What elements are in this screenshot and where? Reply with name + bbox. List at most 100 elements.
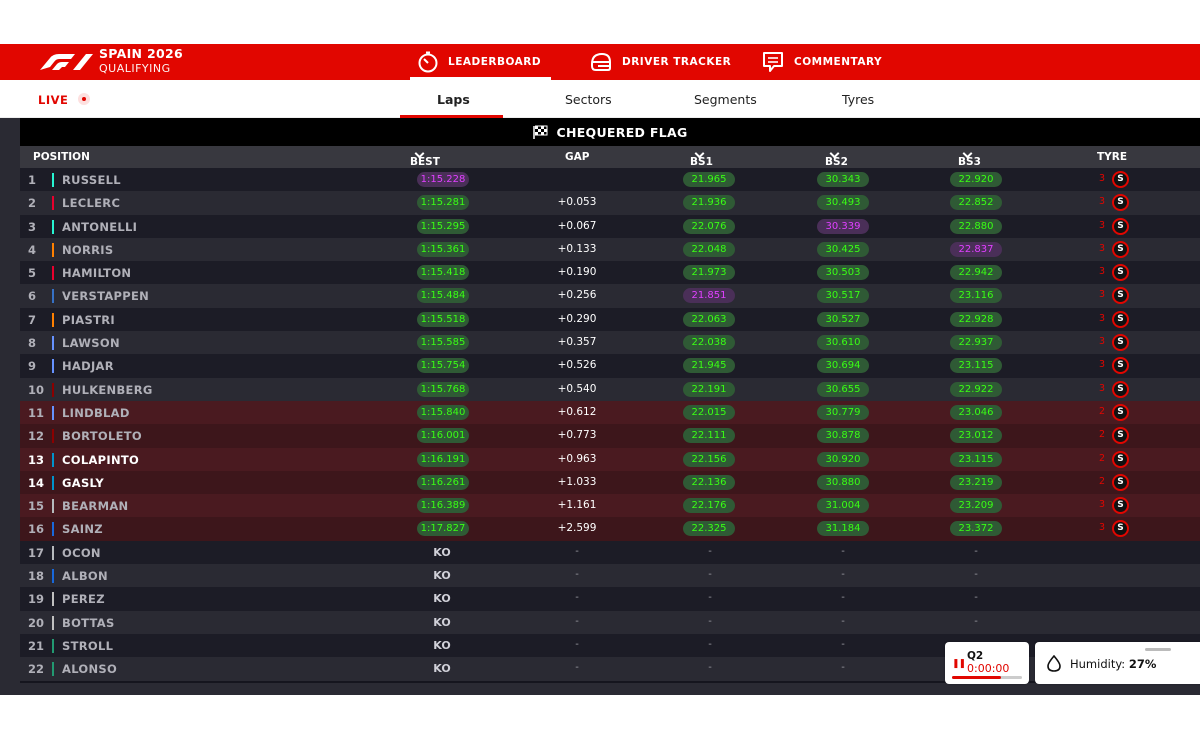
- column-header: POSITION BEST LAP GAP BS1 BS2 BS3 TYRE: [20, 146, 1200, 180]
- team-color-bar: [52, 522, 54, 537]
- bs2-value: -: [841, 662, 845, 674]
- col-bs1[interactable]: BS1: [690, 148, 713, 168]
- bs1-value: -: [708, 615, 712, 627]
- bs1-value: 21.945: [683, 358, 735, 374]
- best-lap-value: 1:16.191: [417, 451, 469, 467]
- table-row[interactable]: 15 BEARMAN 1:16.389 +1.161 22.176 31.004 23.20…: [20, 494, 1200, 518]
- bs3-value: 22.852: [950, 195, 1002, 211]
- tab-driver-tracker[interactable]: DRIVER TRACKER: [590, 44, 731, 80]
- table-row[interactable]: 16 SAINZ 1:17.827 +2.599 22.325 31.184 23.372 3…: [20, 517, 1200, 541]
- soft-tyre-icon: S: [1112, 497, 1129, 515]
- position-number: 13: [28, 452, 45, 467]
- table-row[interactable]: 8 LAWSON 1:15.585 +0.357 22.038 30.610 22.937 3…: [20, 331, 1200, 355]
- position-number: 17: [28, 545, 45, 560]
- table-row[interactable]: 14 GASLY 1:16.261 +1.033 22.136 30.880 23.219 2…: [20, 470, 1200, 495]
- table-row[interactable]: 10 HULKENBERG 1:15.768 +0.540 22.191 30.655 22…: [20, 377, 1200, 401]
- bs2-value: 31.004: [817, 498, 869, 514]
- helmet-icon: [591, 52, 611, 71]
- pause-icon[interactable]: ❚❚: [952, 659, 966, 669]
- best-lap-value: 1:15.585: [417, 335, 469, 351]
- gap-value: +0.357: [557, 336, 597, 349]
- table-row[interactable]: 4 NORRIS 1:15.361 +0.133 22.048 30.425 22.837 3…: [20, 237, 1200, 262]
- f1-logo[interactable]: [38, 53, 94, 71]
- table-row[interactable]: 11 LINDBLAD 1:15.840 +0.612 22.015 30.779 23.0…: [20, 400, 1200, 425]
- driver-name: HAMILTON: [62, 266, 132, 281]
- best-lap-value: 1:15.518: [417, 311, 469, 327]
- table-row[interactable]: 6 VERSTAPPEN 1:15.484 +0.256 21.851 30.517 23.…: [20, 284, 1200, 308]
- active-tab-underline: [400, 115, 503, 118]
- tab-segments[interactable]: Segments: [694, 92, 757, 107]
- position-number: 21: [28, 638, 45, 653]
- driver-name: STROLL: [62, 638, 114, 653]
- bs2-value: 30.610: [817, 335, 869, 351]
- table-row[interactable]: 12 BORTOLETO 1:16.001 +0.773 22.111 30.878 23.…: [20, 424, 1200, 448]
- table-row[interactable]: 2 LECLERC 1:15.281 +0.053 21.936 30.493 22.852…: [20, 191, 1200, 215]
- tab-sectors[interactable]: Sectors: [565, 92, 612, 107]
- table-row[interactable]: 7 PIASTRI 1:15.518 +0.290 22.063 30.527 22.928…: [20, 307, 1200, 332]
- bs2-value: 30.779: [817, 404, 869, 420]
- table-row[interactable]: 1 RUSSELL 1:15.228 21.965 30.343 22.920 3 S: [20, 168, 1200, 192]
- tyre-laps: 3: [1099, 219, 1106, 231]
- table-row[interactable]: 17 OCON KO - - - -: [20, 540, 1200, 565]
- bs3-value: 22.937: [950, 335, 1002, 351]
- bs2-value: 30.655: [817, 381, 869, 397]
- team-color-bar: [52, 429, 54, 444]
- live-indicator: LIVE: [38, 93, 69, 107]
- col-bs1-label: BS1: [690, 156, 713, 168]
- table-row[interactable]: 13 COLAPINTO 1:16.191 +0.963 22.156 30.920 23.…: [20, 447, 1200, 471]
- bs3-value: -: [974, 592, 978, 604]
- driver-name: BORTOLETO: [62, 429, 143, 444]
- col-bs3[interactable]: BS3: [958, 148, 981, 168]
- drag-handle[interactable]: [1145, 648, 1171, 651]
- driver-name: HULKENBERG: [62, 382, 153, 397]
- bs1-value: 22.048: [683, 241, 735, 257]
- table-row[interactable]: 9 HADJAR 1:15.754 +0.526 21.945 30.694 23.115 3…: [20, 354, 1200, 378]
- gap-value: +0.526: [557, 359, 597, 372]
- position-number: 8: [28, 336, 37, 351]
- gap-value: -: [575, 615, 579, 627]
- gap-value: +0.067: [557, 219, 597, 232]
- weather-widget[interactable]: Humidity: 27%: [1035, 642, 1200, 684]
- driver-name: ALONSO: [62, 662, 118, 677]
- position-number: 22: [28, 662, 45, 677]
- table-row[interactable]: 3 ANTONELLI 1:15.295 +0.067 22.076 30.339 22.8…: [20, 214, 1200, 238]
- leaderboard-panel: CHEQUERED FLAG POSITION BEST LAP GAP BS1…: [0, 118, 1200, 695]
- driver-name: ALBON: [62, 569, 108, 584]
- bs1-value: -: [708, 662, 712, 674]
- soft-tyre-icon: S: [1112, 264, 1129, 282]
- best-lap-value: 1:15.840: [417, 404, 469, 420]
- table-row[interactable]: 20 BOTTAS KO - - - -: [20, 610, 1200, 634]
- table-row[interactable]: 19 PEREZ KO - - - -: [20, 587, 1200, 611]
- col-bs2[interactable]: BS2: [825, 148, 848, 168]
- bs2-value: 30.343: [817, 172, 869, 187]
- best-lap-value: KO: [433, 615, 451, 629]
- table-row[interactable]: 18 ALBON KO - - - -: [20, 564, 1200, 588]
- best-lap-value: 1:15.295: [417, 218, 469, 234]
- tab-laps[interactable]: Laps: [437, 92, 470, 107]
- driver-name: VERSTAPPEN: [62, 289, 150, 304]
- session-timer-widget[interactable]: ❚❚ Q2 0:00:00: [945, 642, 1029, 684]
- humidity-label: Humidity:: [1070, 657, 1126, 671]
- bs2-value: -: [841, 638, 845, 650]
- bs3-value: 23.372: [950, 521, 1002, 537]
- gap-value: +0.053: [557, 196, 597, 209]
- top-header: SPAIN 2026 QUALIFYING LEADERBOARD DRIVER…: [0, 44, 1200, 80]
- tab-tyres[interactable]: Tyres: [842, 92, 875, 107]
- col-gap: GAP: [565, 151, 590, 163]
- soft-tyre-icon: S: [1112, 473, 1129, 491]
- tab-leaderboard[interactable]: LEADERBOARD: [409, 44, 552, 80]
- table-row[interactable]: 5 HAMILTON 1:15.418 +0.190 21.973 30.503 22.94…: [20, 261, 1200, 285]
- tyre-laps: 3: [1099, 312, 1106, 324]
- col-bs3-label: BS3: [958, 156, 981, 168]
- bs1-value: 21.965: [683, 172, 735, 187]
- best-lap-value: KO: [433, 545, 451, 559]
- humidity-value: 27%: [1128, 657, 1157, 671]
- tab-commentary[interactable]: COMMENTARY: [762, 44, 882, 80]
- gap-value: -: [575, 569, 579, 581]
- gap-value: +0.963: [557, 452, 597, 465]
- gap-value: +1.161: [557, 499, 597, 512]
- best-lap-value: 1:15.768: [417, 381, 469, 397]
- col-best-lap[interactable]: BEST LAP: [410, 148, 440, 180]
